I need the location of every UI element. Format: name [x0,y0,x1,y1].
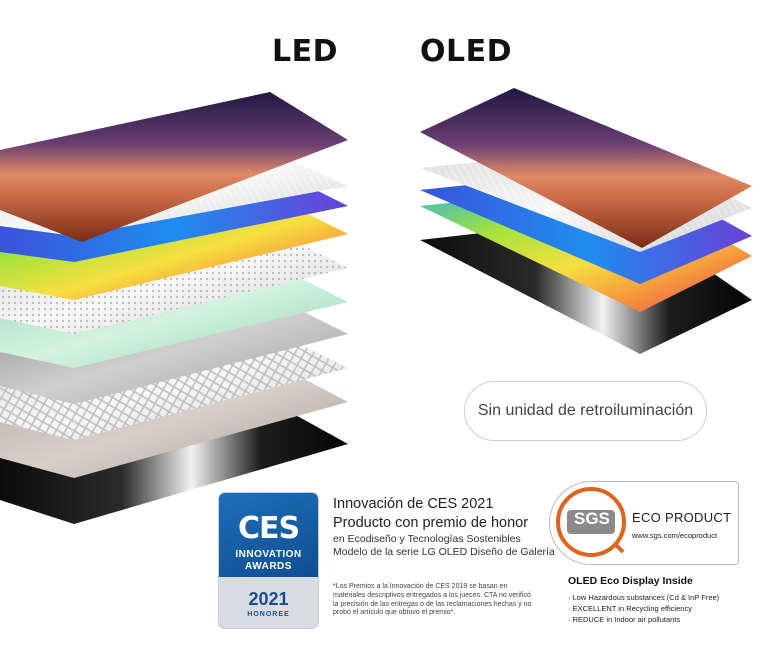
ces-honoree: HONOREE [247,611,290,618]
ces-detail-2: Modelo de la serie LG OLED Diseño de Gal… [333,546,555,558]
ces-award-line1: INNOVATION [235,549,302,560]
sgs-logo-text: SGS [574,509,610,528]
ces-detail-1: en Ecodiseño y Tecnologías Sostenibles [333,533,521,545]
sgs-logo-icon [556,487,626,557]
ces-award-text: Innovación de CES 2021 Producto con prem… [333,495,555,559]
ces-award-line2: AWARDS [245,561,292,572]
led-layer-image [0,92,348,242]
eco-feature-item: · REDUCE in Indoor air pollutants [568,615,681,624]
eco-feature-item: · Low Hazardous substances (Cd & InP Fre… [568,593,720,602]
ces-disclaimer: *Los Premios a la Innovación de CES 2019… [333,583,532,617]
ces-heading-2: Producto con premio de honor [333,515,529,531]
eco-display-title: OLED Eco Display Inside [568,575,693,587]
eco-product-url: www.sgs.com/ecoproduct [632,531,718,540]
no-backlight-badge: Sin unidad de retroiluminación [464,381,707,441]
ces-badge-top [219,493,318,577]
led-stack [0,92,348,524]
led-heading: LED [272,34,339,69]
oled-heading: OLED [420,34,513,69]
eco-product-title: ECO PRODUCT [632,510,732,525]
ces-heading-1: Innovación de CES 2021 [333,496,494,512]
ces-innovation-badge: CES INNOVATION AWARDS 2021 HONOREE [219,493,318,628]
ces-year: 2021 [248,589,289,609]
oled-stack [420,88,752,354]
oled-layer-image [420,88,752,248]
eco-feature-item: · EXCELLENT in Recycling efficiency [568,604,692,613]
eco-feature-list: · Low Hazardous substances (Cd & InP Fre… [568,592,719,625]
ces-logo: CES [237,511,300,546]
